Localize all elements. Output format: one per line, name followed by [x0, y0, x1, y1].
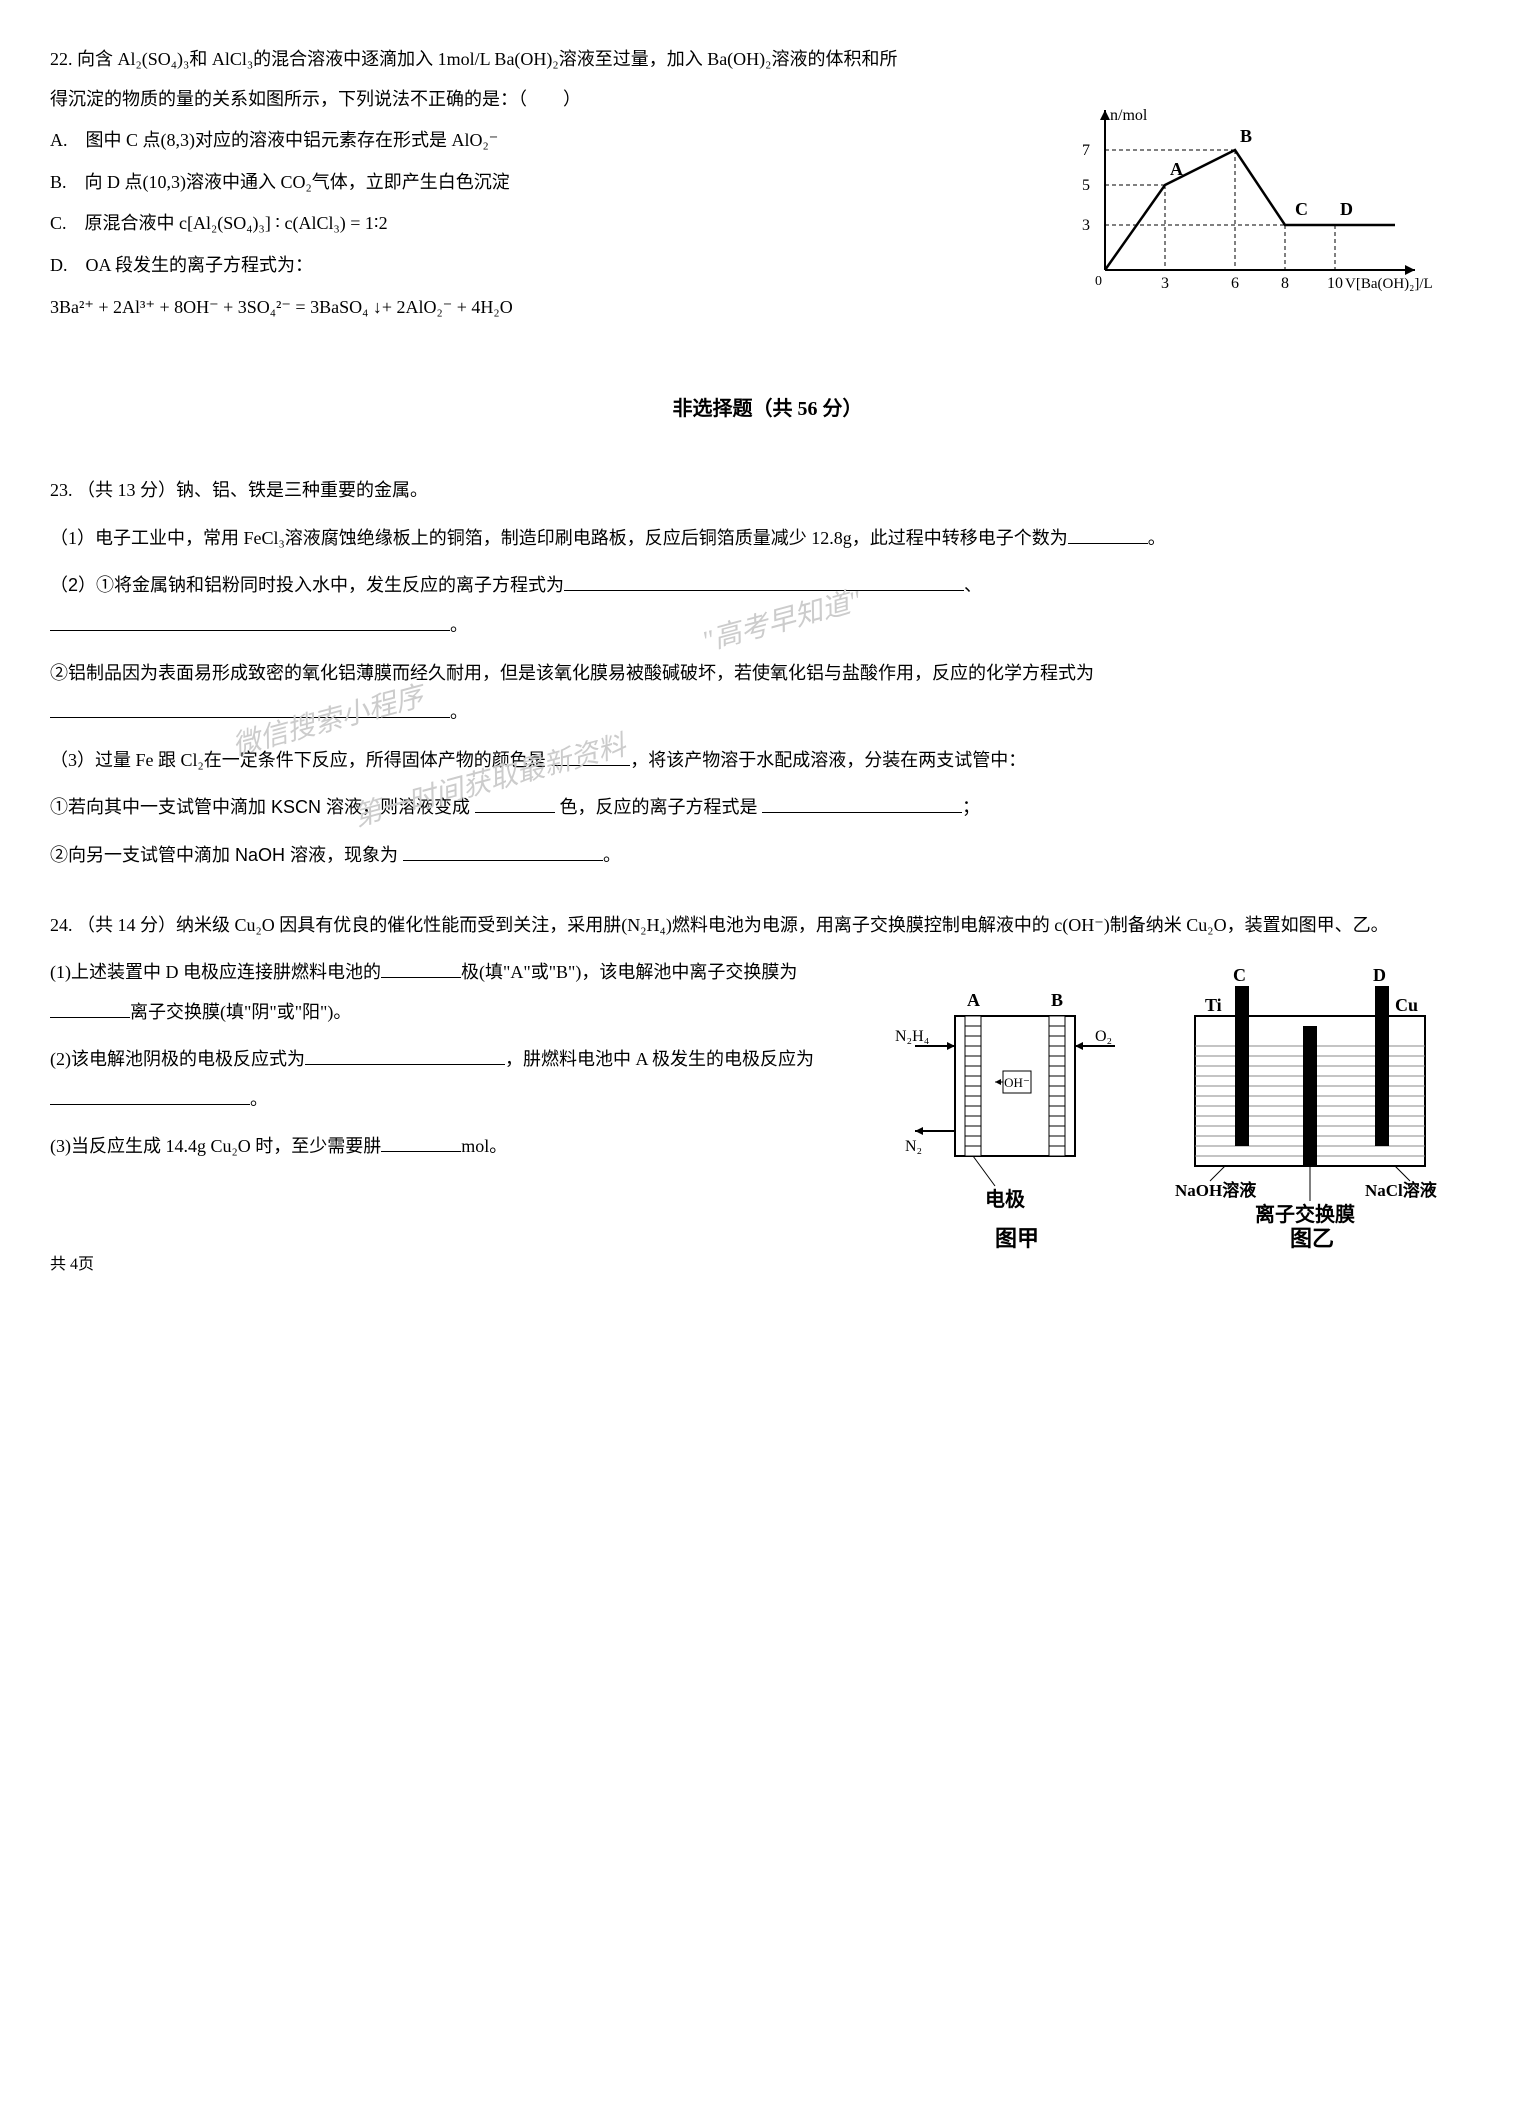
q24-p1a: (1)上述装置中 D 电极应连接肼燃料电池的	[50, 962, 381, 982]
svg-text:NaCl溶液: NaCl溶液	[1365, 1180, 1437, 1200]
blank-field[interactable]	[381, 957, 461, 979]
section-title: 非选择题（共 56 分）	[50, 387, 1485, 431]
svg-text:C: C	[1233, 965, 1246, 985]
q23-part3: （3）过量 Fe 跟 Cl₂在一定条件下反应，所得固体产物的颜色是 ，将该产物溶…	[50, 741, 1485, 781]
blank-field[interactable]	[50, 609, 450, 631]
q23-stem: （共 13 分）钠、铝、铁是三种重要的金属。	[77, 480, 428, 500]
svg-text:O₂: O₂	[1095, 1028, 1112, 1045]
blank-field[interactable]	[1068, 522, 1148, 544]
q23-p1-end: 。	[1148, 528, 1166, 548]
svg-text:n/mol: n/mol	[1110, 107, 1148, 124]
q24-diagram: OH⁻ A B N₂H₄ N₂ O₂ 电极 图甲	[895, 956, 1455, 1271]
question-22: 22. 向含 Al₂(SO₄)₃和 AlCl₃的混合溶液中逐滴加入 1mol/L…	[50, 40, 1485, 327]
q24-p3a: (3)当反应生成 14.4g Cu₂O 时，至少需要肼	[50, 1136, 381, 1156]
q22-number: 22.	[50, 49, 73, 69]
q23-part2-2: ②铝制品因为表面易形成致密的氧化铝薄膜而经久耐用，但是该氧化膜易被酸碱破坏，若使…	[50, 654, 1485, 733]
svg-text:N₂: N₂	[905, 1138, 922, 1155]
svg-text:8: 8	[1281, 275, 1289, 292]
svg-text:B: B	[1240, 126, 1252, 146]
q22-option-c: C. 原混合液中 c[Al₂(SO₄)₃] ∶ c(AlCl₃) = 1∶2	[50, 204, 911, 244]
svg-text:NaOH溶液: NaOH溶液	[1175, 1180, 1256, 1200]
q23-part1: （1）电子工业中，常用 FeCl₃溶液腐蚀绝缘板上的铜箔，制造印刷电路板，反应后…	[50, 519, 1485, 559]
svg-text:A: A	[1170, 159, 1183, 179]
q24-part3: (3)当反应生成 14.4g Cu₂O 时，至少需要肼 mol。	[50, 1127, 839, 1167]
q24-stem: （共 14 分）纳米级 Cu₂O 因具有优良的催化性能而受到关注，采用肼(N₂H…	[77, 915, 1389, 935]
q24-part1: (1)上述装置中 D 电极应连接肼燃料电池的 极(填"A"或"B")，该电解池中离…	[50, 953, 839, 1032]
svg-text:10: 10	[1327, 275, 1343, 292]
q23-p3-text: （3）过量 Fe 跟 Cl₂在一定条件下反应，所得固体产物的颜色是	[50, 750, 550, 770]
svg-text:A: A	[967, 990, 980, 1010]
svg-text:离子交换膜: 离子交换膜	[1255, 1202, 1355, 1226]
q23-p2-2-end: 。	[450, 702, 468, 722]
q22-text: 22. 向含 Al₂(SO₄)₃和 AlCl₃的混合溶液中逐滴加入 1mol/L…	[50, 40, 911, 327]
blank-field[interactable]	[550, 744, 630, 766]
svg-text:3: 3	[1161, 275, 1169, 292]
q24-p3b: mol。	[461, 1136, 507, 1156]
q22-graph: 3 5 7 3 6 8 10 A B C D n/mol V[Ba(OH)	[1055, 100, 1435, 300]
q22-option-a: A. 图中 C 点(8,3)对应的溶液中铝元素存在形式是 AlO₂⁻	[50, 121, 911, 161]
q24-p2c: 。	[250, 1089, 268, 1109]
q24-p2a: (2)该电解池阴极的电极反应式为	[50, 1049, 305, 1069]
svg-text:0: 0	[1095, 274, 1102, 289]
blank-field[interactable]	[50, 1083, 250, 1105]
svg-text:D: D	[1340, 199, 1353, 219]
diagram-svg: OH⁻ A B N₂H₄ N₂ O₂ 电极 图甲	[895, 956, 1455, 1256]
watermark-3: 第一时间获取最新资料	[347, 716, 633, 848]
q23-p3-2-text: ②向另一支试管中滴加 NaOH 溶液，现象为	[50, 845, 403, 865]
svg-text:6: 6	[1231, 275, 1239, 292]
svg-text:电极: 电极	[985, 1187, 1026, 1211]
graph-svg: 3 5 7 3 6 8 10 A B C D n/mol V[Ba(OH)	[1055, 100, 1435, 300]
q22-option-b: B. 向 D 点(10,3)溶液中通入 CO₂气体，立即产生白色沉淀	[50, 163, 911, 203]
q23-part3-1: ①若向其中一支试管中滴加 KSCN 溶液，则溶液变成 色，反应的离子方程式是 ；	[50, 788, 1485, 828]
blank-field[interactable]	[305, 1044, 505, 1066]
svg-text:D: D	[1373, 965, 1386, 985]
q24-content: (1)上述装置中 D 电极应连接肼燃料电池的 极(填"A"或"B")，该电解池中离…	[50, 953, 839, 1167]
q23-p3-1-text2: 色，反应的离子方程式是	[555, 797, 762, 817]
svg-text:Cu: Cu	[1395, 995, 1418, 1015]
svg-text:图乙: 图乙	[1290, 1226, 1334, 1251]
q23-p3-2-end: 。	[603, 845, 621, 865]
q23-p2-2-text: ②铝制品因为表面易形成致密的氧化铝薄膜而经久耐用，但是该氧化膜易被酸碱破坏，若使…	[50, 663, 1094, 683]
svg-text:N₂H₄: N₂H₄	[895, 1028, 930, 1045]
svg-text:7: 7	[1082, 142, 1090, 159]
q23-p1-text: （1）电子工业中，常用 FeCl₃溶液腐蚀绝缘板上的铜箔，制造印刷电路板，反应后…	[50, 528, 1068, 548]
svg-text:Ti: Ti	[1205, 995, 1222, 1015]
svg-text:3: 3	[1082, 217, 1090, 234]
q24-number: 24.	[50, 915, 73, 935]
blank-field[interactable]	[50, 697, 450, 719]
q23-number: 23.	[50, 480, 73, 500]
question-24: 24. （共 14 分）纳米级 Cu₂O 因具有优良的催化性能而受到关注，采用肼…	[50, 906, 1485, 1168]
q23-part2-1: （2）①将金属钠和铝粉同时投入水中，发生反应的离子方程式为 、 。	[50, 566, 1485, 645]
blank-field[interactable]	[403, 839, 603, 861]
blank-field[interactable]	[50, 996, 130, 1018]
svg-text:B: B	[1051, 990, 1063, 1010]
svg-text:V[Ba(OH)₂]/L: V[Ba(OH)₂]/L	[1345, 276, 1433, 292]
q24-p2b: ，肼燃料电池中 A 极发生的电极反应为	[505, 1049, 814, 1069]
q24-p1b: 极(填"A"或"B")，该电解池中离子交换膜为	[461, 962, 797, 982]
q23-p3-1-end: ；	[962, 797, 980, 817]
svg-text:5: 5	[1082, 177, 1090, 194]
q23-part3-2: ②向另一支试管中滴加 NaOH 溶液，现象为 。	[50, 836, 1485, 876]
sep: 、	[964, 575, 982, 595]
q23-p2-1-end: 。	[450, 615, 468, 635]
svg-text:OH⁻: OH⁻	[1004, 1075, 1030, 1090]
svg-text:C: C	[1295, 199, 1308, 219]
q22-stem: 向含 Al₂(SO₄)₃和 AlCl₃的混合溶液中逐滴加入 1mol/L Ba(…	[50, 49, 897, 109]
question-23: "高考早知道" 微信搜索小程序 第一时间获取最新资料 23. （共 13 分）钠…	[50, 471, 1485, 875]
svg-text:图甲: 图甲	[995, 1226, 1039, 1251]
blank-field[interactable]	[762, 792, 962, 814]
q23-p2-1-text: （2）①将金属钠和铝粉同时投入水中，发生反应的离子方程式为	[50, 575, 564, 595]
blank-field[interactable]	[381, 1131, 461, 1153]
q23-p3-1-text: ①若向其中一支试管中滴加 KSCN 溶液，则溶液变成	[50, 797, 475, 817]
q22-option-d: D. OA 段发生的离子方程式为：	[50, 246, 911, 286]
blank-field[interactable]	[475, 792, 555, 814]
q22-option-d-equation: 3Ba²⁺ + 2Al³⁺ + 8OH⁻ + 3SO₄²⁻ = 3BaSO₄ ↓…	[50, 288, 911, 328]
q24-part2: (2)该电解池阴极的电极反应式为 ，肼燃料电池中 A 极发生的电极反应为。	[50, 1040, 839, 1119]
blank-field[interactable]	[564, 570, 964, 592]
q24-p1c: 离子交换膜(填"阴"或"阳")。	[130, 1002, 351, 1022]
q23-p3-text2: ，将该产物溶于水配成溶液，分装在两支试管中：	[630, 750, 1026, 770]
